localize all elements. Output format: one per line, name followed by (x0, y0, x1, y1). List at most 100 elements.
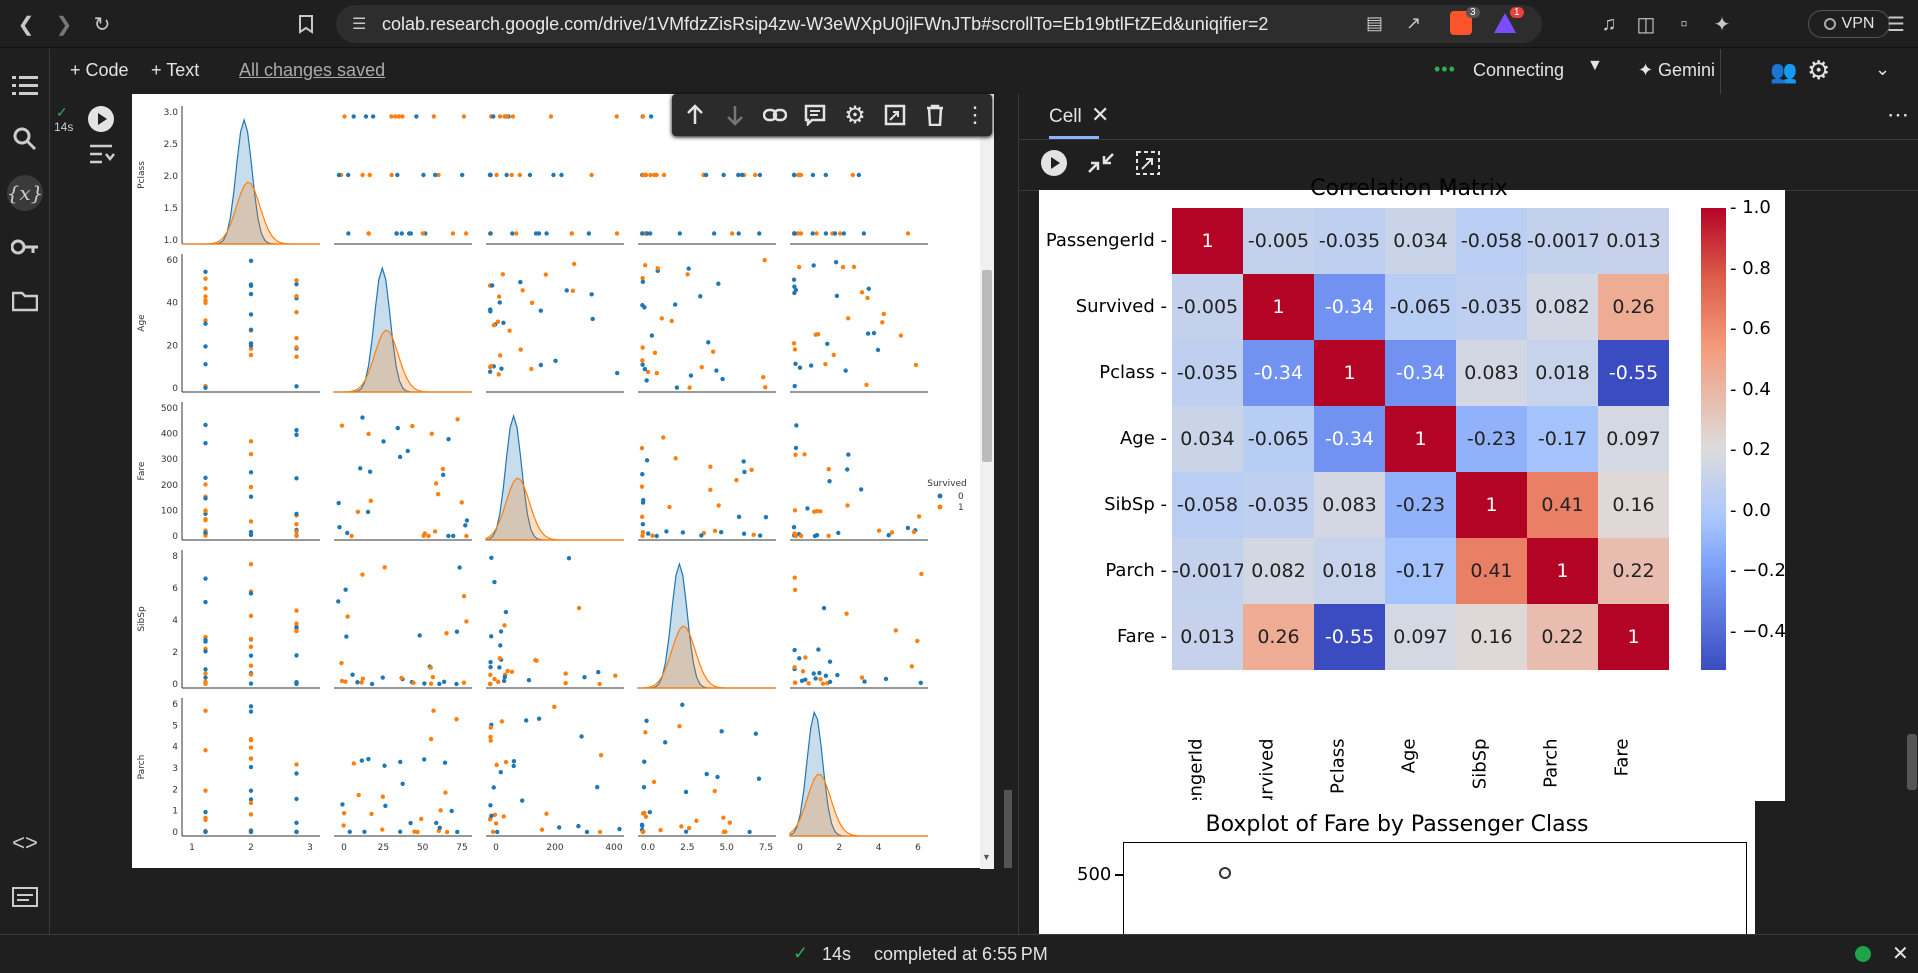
scatter-point (504, 172, 509, 178)
collapse-header-icon[interactable]: ⌄ (1875, 59, 1891, 79)
wallet-icon[interactable]: ▫ (1680, 12, 1688, 35)
scatter-point (203, 298, 208, 303)
forward-icon[interactable]: ❯ (55, 13, 73, 36)
command-palette-icon[interactable] (7, 879, 43, 915)
brave-shields-icon[interactable] (1450, 11, 1472, 35)
gemini-button[interactable]: Gemini (1658, 60, 1716, 80)
scatter-point (810, 231, 815, 236)
scatter-point (792, 508, 798, 513)
scatter-point (503, 609, 509, 615)
mirror-cell-icon[interactable] (882, 102, 908, 128)
move-down-icon[interactable] (722, 102, 748, 128)
scrollbar-thumb[interactable] (982, 270, 992, 462)
variables-icon[interactable]: {x} (7, 175, 43, 211)
scatter-point (797, 656, 802, 661)
close-status-icon[interactable]: ✕ (1892, 943, 1909, 965)
leo-icon[interactable]: ✦ (1713, 13, 1731, 36)
panel-tab-cell[interactable]: Cell (1049, 106, 1082, 127)
scatter-point (497, 665, 502, 670)
runtime-status[interactable]: Connecting (1473, 60, 1565, 80)
back-icon[interactable]: ❮ (17, 13, 35, 36)
y-tick-label: 200 (161, 481, 178, 491)
scatter-point (203, 708, 208, 714)
scatter-point (203, 286, 208, 291)
outlier-point (1219, 867, 1231, 879)
output-actions-icon[interactable] (88, 142, 116, 171)
scatter-point (488, 659, 493, 665)
panel-more-icon[interactable]: ⋯ (1887, 102, 1909, 127)
search-icon[interactable] (7, 121, 43, 157)
output-scrollbar[interactable]: ▼ (980, 94, 994, 869)
more-options-icon[interactable]: ⋮ (964, 102, 986, 127)
scatter-point (792, 383, 797, 389)
scatter-point (826, 533, 831, 539)
scatter-point (496, 294, 502, 299)
run-cell-button[interactable] (88, 106, 114, 132)
bookmark-icon[interactable] (292, 10, 320, 38)
scroll-down-icon[interactable]: ▼ (982, 852, 991, 862)
y-axis-label: Fare (137, 461, 147, 480)
scatter-point (642, 366, 648, 372)
music-icon[interactable]: ♫ (1601, 12, 1617, 35)
scatter-point (563, 671, 568, 676)
move-up-icon[interactable] (682, 102, 708, 128)
y-tick-label: 6 (172, 700, 178, 710)
cell-toolbar: ⚙ ⋮ (672, 94, 992, 136)
kde-series-1 (333, 329, 472, 393)
link-icon[interactable] (762, 102, 788, 128)
scatter-point (645, 369, 651, 375)
panel-scroll-thumb[interactable] (1907, 734, 1917, 790)
gemini-icon: ✦ (1638, 60, 1654, 80)
scatter-point (711, 231, 717, 236)
code-snippets-icon[interactable]: <> (12, 830, 38, 855)
scatter-point (680, 530, 686, 535)
files-folder-icon[interactable] (7, 283, 43, 319)
close-panel-icon[interactable]: ✕ (1091, 102, 1110, 127)
vpn-button[interactable]: VPN (1808, 10, 1890, 38)
secrets-key-icon[interactable] (7, 229, 43, 265)
reload-icon[interactable]: ↻ (93, 13, 111, 36)
toggle-output-icon[interactable] (1135, 150, 1161, 181)
runtime-dropdown-icon[interactable]: ▼ (1587, 57, 1603, 74)
site-settings-icon[interactable]: ☰ (352, 16, 367, 33)
scatter-point (832, 231, 838, 236)
scatter-point (805, 506, 810, 511)
scatter-point (564, 288, 569, 293)
scatter-point (389, 172, 394, 178)
scatter-point (428, 681, 434, 686)
connecting-dots-icon: ••• (1434, 59, 1456, 79)
rewards-icon[interactable] (1494, 13, 1516, 33)
add-text-button[interactable]: + Text (151, 60, 200, 80)
scatter-point (294, 354, 299, 359)
scatter-point (793, 452, 798, 458)
scatter-point (414, 114, 419, 119)
scatter-point (640, 521, 646, 527)
notebook-scroll-thumb[interactable] (1004, 790, 1012, 868)
panel-run-button[interactable] (1041, 150, 1067, 176)
reader-icon[interactable]: ▤ (1366, 13, 1384, 33)
delete-icon[interactable] (922, 102, 948, 128)
scatter-point (639, 445, 645, 451)
scatter-point (674, 385, 680, 390)
share-icon[interactable]: ↗ (1406, 13, 1422, 33)
scatter-point (248, 312, 254, 317)
cell-settings-icon[interactable]: ⚙ (844, 101, 866, 129)
x-tick-label: 2 (836, 843, 842, 853)
save-status-link[interactable]: All changes saved (239, 60, 386, 80)
scatter-point (203, 344, 208, 349)
menu-icon[interactable]: ☰ (1887, 13, 1905, 36)
heatmap-cell: 1 (1243, 274, 1314, 340)
scatter-point (650, 533, 655, 538)
scatter-point (846, 452, 851, 457)
scatter-point (397, 829, 403, 834)
share-people-icon[interactable]: 👥 (1770, 59, 1798, 84)
scatter-point (294, 511, 299, 517)
collapse-arrows-icon[interactable] (1087, 152, 1115, 179)
y-tick-label: 5 (172, 721, 178, 731)
address-bar[interactable]: ☰ colab.research.google.com/drive/1VMfdz… (336, 5, 1542, 43)
add-code-button[interactable]: + Code (70, 60, 129, 80)
settings-gear-icon[interactable]: ⚙ (1807, 55, 1831, 85)
sidebar-icon[interactable]: ◫ (1636, 13, 1656, 36)
toc-icon[interactable] (7, 67, 43, 103)
comment-icon[interactable] (802, 102, 828, 128)
